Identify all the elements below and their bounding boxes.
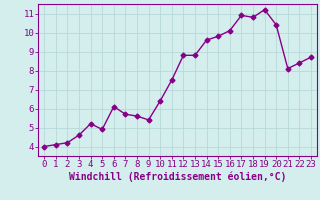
X-axis label: Windchill (Refroidissement éolien,°C): Windchill (Refroidissement éolien,°C) — [69, 172, 286, 182]
